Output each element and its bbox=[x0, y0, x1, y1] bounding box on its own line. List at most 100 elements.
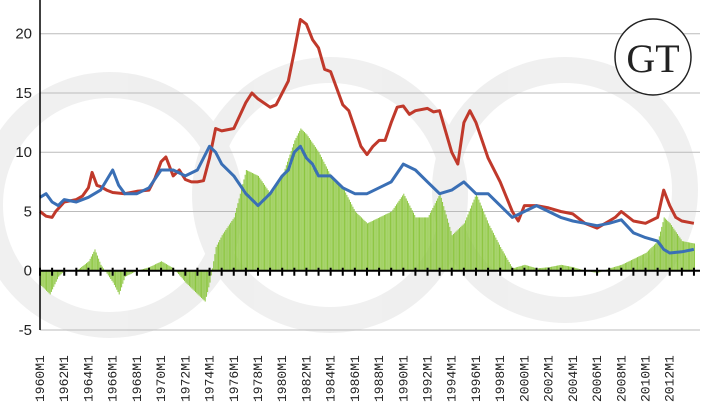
bar bbox=[348, 199, 350, 271]
bar bbox=[553, 266, 555, 271]
bar bbox=[529, 266, 531, 271]
bar bbox=[272, 190, 274, 271]
bar bbox=[158, 262, 160, 271]
bar bbox=[265, 186, 267, 271]
bar bbox=[412, 212, 414, 271]
x-tick-label: 1986M1 bbox=[348, 355, 363, 402]
bar bbox=[327, 168, 329, 271]
bar bbox=[274, 186, 276, 271]
bar bbox=[92, 254, 94, 271]
bar bbox=[455, 231, 457, 271]
bar bbox=[221, 235, 223, 271]
bar bbox=[279, 179, 281, 271]
bar bbox=[87, 262, 89, 271]
x-tick-label: 1968M1 bbox=[130, 355, 145, 402]
bar bbox=[375, 219, 377, 271]
bar bbox=[686, 242, 688, 271]
x-tick-label: 1962M1 bbox=[57, 355, 72, 402]
bar bbox=[565, 265, 567, 271]
bar bbox=[42, 270, 44, 288]
bar bbox=[360, 217, 362, 271]
bar bbox=[346, 194, 348, 271]
bar bbox=[467, 214, 469, 271]
bar bbox=[56, 270, 58, 280]
bar bbox=[47, 270, 49, 293]
bar bbox=[280, 177, 282, 271]
bar bbox=[357, 213, 359, 271]
bar bbox=[93, 251, 95, 271]
x-tick-label: 2010M1 bbox=[639, 355, 654, 402]
bar bbox=[354, 211, 356, 271]
bar bbox=[428, 215, 430, 271]
bar bbox=[465, 220, 467, 271]
bar bbox=[144, 268, 146, 271]
bar bbox=[339, 184, 341, 271]
bar bbox=[106, 270, 108, 274]
bar bbox=[305, 133, 307, 271]
bar bbox=[356, 212, 358, 271]
bar bbox=[244, 174, 246, 271]
bar bbox=[203, 270, 205, 301]
bar bbox=[116, 270, 118, 290]
bar bbox=[257, 175, 259, 271]
bar bbox=[514, 267, 516, 271]
bar bbox=[402, 195, 404, 271]
x-tick-label: 1972M1 bbox=[178, 355, 193, 402]
bar bbox=[452, 234, 454, 271]
bar bbox=[561, 265, 563, 271]
bar bbox=[679, 237, 681, 271]
bar bbox=[253, 173, 255, 271]
bar bbox=[415, 217, 417, 271]
bar bbox=[109, 270, 111, 278]
bar bbox=[333, 178, 335, 271]
bar bbox=[546, 267, 548, 271]
bar bbox=[277, 183, 279, 271]
bar bbox=[184, 270, 186, 282]
bar bbox=[242, 184, 244, 271]
bar bbox=[215, 247, 217, 271]
bar bbox=[59, 270, 61, 276]
x-tick-label: 1990M1 bbox=[396, 355, 411, 402]
x-tick-label: 1988M1 bbox=[372, 355, 387, 402]
bar bbox=[563, 265, 565, 271]
bar bbox=[416, 217, 418, 271]
bar bbox=[251, 172, 253, 271]
bar bbox=[448, 222, 450, 271]
bar bbox=[127, 270, 129, 276]
bar bbox=[295, 138, 297, 271]
bar bbox=[82, 266, 84, 271]
bar bbox=[278, 181, 280, 271]
bar bbox=[255, 174, 257, 271]
bar bbox=[60, 270, 62, 275]
bar bbox=[302, 130, 304, 271]
bar bbox=[408, 203, 410, 271]
bar bbox=[336, 181, 338, 271]
bar bbox=[119, 270, 121, 291]
bar bbox=[392, 209, 394, 271]
bar bbox=[376, 218, 378, 271]
bar bbox=[368, 222, 370, 271]
bar bbox=[254, 174, 256, 271]
bar bbox=[391, 211, 393, 271]
bar bbox=[256, 175, 258, 271]
bar bbox=[273, 188, 275, 271]
bar bbox=[352, 206, 354, 271]
bar bbox=[188, 270, 190, 287]
bar bbox=[427, 217, 429, 271]
bar bbox=[645, 252, 647, 271]
bar bbox=[540, 268, 542, 271]
bar bbox=[373, 220, 375, 271]
bar bbox=[101, 266, 103, 271]
bar bbox=[471, 205, 473, 271]
bar bbox=[610, 268, 612, 271]
bar bbox=[670, 225, 672, 271]
bar bbox=[153, 264, 155, 271]
bar bbox=[398, 200, 400, 271]
bar bbox=[334, 179, 336, 271]
bar bbox=[222, 233, 224, 271]
bar bbox=[52, 270, 54, 290]
bar bbox=[490, 228, 492, 271]
bar bbox=[397, 202, 399, 271]
bar bbox=[634, 258, 636, 271]
